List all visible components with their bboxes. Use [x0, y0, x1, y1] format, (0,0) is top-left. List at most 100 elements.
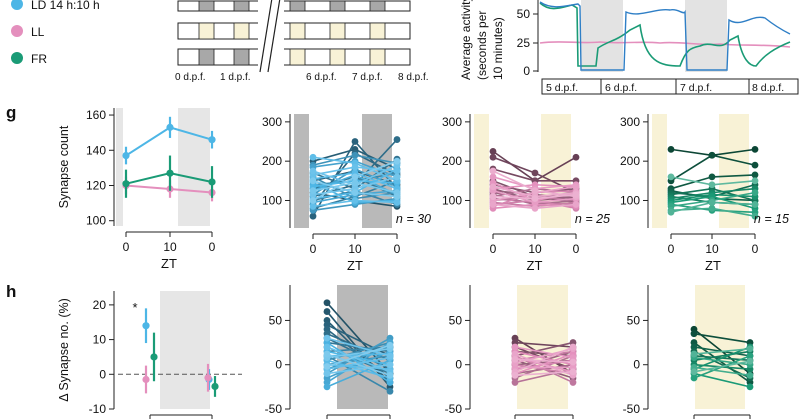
y-tick-label: 50 [269, 313, 283, 327]
trace-point [323, 334, 331, 342]
activity-day-bar [541, 78, 799, 95]
legend-marker-ld [11, 0, 23, 10]
activity-ylabel-line: (seconds per [475, 11, 489, 80]
x-tick-label: 10 [528, 242, 542, 256]
trace-point [489, 183, 497, 191]
trace-point [393, 173, 401, 181]
trace-line [326, 347, 391, 359]
x-tick-label: 0 [394, 242, 401, 256]
trace-point [751, 189, 759, 197]
n-label: n = 25 [575, 212, 610, 226]
schedule-night [198, 48, 215, 66]
x-axis-label: ZT [161, 256, 177, 271]
trace-point [386, 387, 394, 395]
dpf-label: 7 d.p.f. [352, 72, 383, 83]
schedule-subjective-night [329, 22, 346, 40]
schedule-schematic: 0 d.p.f. 1 d.p.f. 6 d.p.f. 7 d.p.f. 8 d.… [175, 0, 429, 83]
schedule-subjective-night [289, 48, 306, 66]
data-point [142, 322, 150, 330]
trace-point [393, 199, 401, 206]
panel-letter-g: g [6, 103, 16, 122]
trace-line [693, 346, 751, 370]
data-point [211, 382, 219, 391]
trace-point [667, 173, 675, 181]
x-tick-label: 0 [668, 242, 675, 256]
trace-point [751, 145, 759, 153]
night-shade [294, 114, 309, 228]
activity-ylabel-line: 10 minutes) [491, 17, 505, 80]
data-point [122, 180, 130, 188]
dpf-label: 8 d.p.f. [398, 72, 429, 83]
activity-y-tick-label: 50 [517, 7, 531, 21]
trace-line [514, 350, 574, 366]
y-tick-label: 300 [442, 115, 462, 129]
schedule-night [329, 0, 346, 12]
activity-night-shade [581, 0, 623, 72]
trace-point [393, 157, 401, 165]
trace-point [751, 201, 759, 208]
x-tick-label: 10 [348, 242, 362, 256]
trace-point [489, 167, 497, 175]
trace-point [323, 370, 331, 377]
schedule-night [233, 48, 250, 66]
trace-line [514, 346, 574, 373]
legend: LD 14 h:10 h LL FR [11, 0, 100, 66]
trace-point [309, 212, 317, 220]
y-tick-label: 20 [93, 298, 107, 312]
data-point [150, 353, 158, 361]
trace-point [531, 169, 539, 177]
y-tick-label: 100 [442, 193, 462, 207]
trace-point [690, 330, 698, 338]
trace-point [746, 345, 754, 353]
trace-point [309, 187, 317, 195]
y-tick-label: 200 [620, 154, 640, 168]
schedule-night [289, 0, 306, 12]
delta-synapse-ld-chart: -50 0 50 [265, 285, 394, 419]
trace-point [751, 177, 759, 185]
y-tick-label: 200 [262, 154, 282, 168]
y-tick-label: 10 [93, 333, 107, 347]
night-shade [541, 114, 571, 228]
data-point [204, 374, 212, 382]
trace-point [708, 204, 716, 212]
legend-marker-ll [11, 25, 23, 37]
trace-line [326, 356, 391, 370]
legend-label-ld: LD 14 h:10 h [31, 0, 100, 12]
trace-point [309, 153, 317, 161]
trace-point [323, 308, 331, 315]
trace-point [351, 138, 359, 145]
y-tick-label: 100 [86, 214, 106, 228]
trace-point [351, 173, 359, 181]
trace-point [393, 193, 401, 200]
activity-day-label: 8 d.p.f. [752, 82, 784, 94]
legend-label-ll: LL [31, 25, 45, 39]
trace-point [386, 361, 394, 369]
x-tick-label: 0 [123, 240, 130, 254]
trace-point [351, 197, 359, 204]
trace-point [572, 191, 580, 198]
trace-point [746, 357, 754, 365]
trace-point [708, 151, 716, 159]
data-point [142, 375, 150, 384]
night-shade [695, 285, 745, 409]
y-tick-label: 300 [262, 115, 282, 129]
night-shade [160, 291, 210, 409]
trace-point [708, 199, 716, 206]
trace-line [326, 350, 391, 366]
y-tick-label: 200 [442, 154, 462, 168]
trace-point [489, 193, 497, 200]
activity-day-label: 6 d.p.f. [605, 82, 637, 94]
trace-point [511, 356, 519, 363]
trace-point [386, 371, 394, 379]
trace-point [569, 379, 577, 386]
y-tick-label: -50 [623, 402, 641, 416]
y-tick-label: 0 [99, 367, 106, 381]
data-point [208, 178, 216, 186]
x-tick-label: 0 [490, 242, 497, 256]
trace-point [309, 197, 317, 204]
trace-point [323, 350, 331, 358]
schedule-subjective-night [233, 22, 250, 40]
